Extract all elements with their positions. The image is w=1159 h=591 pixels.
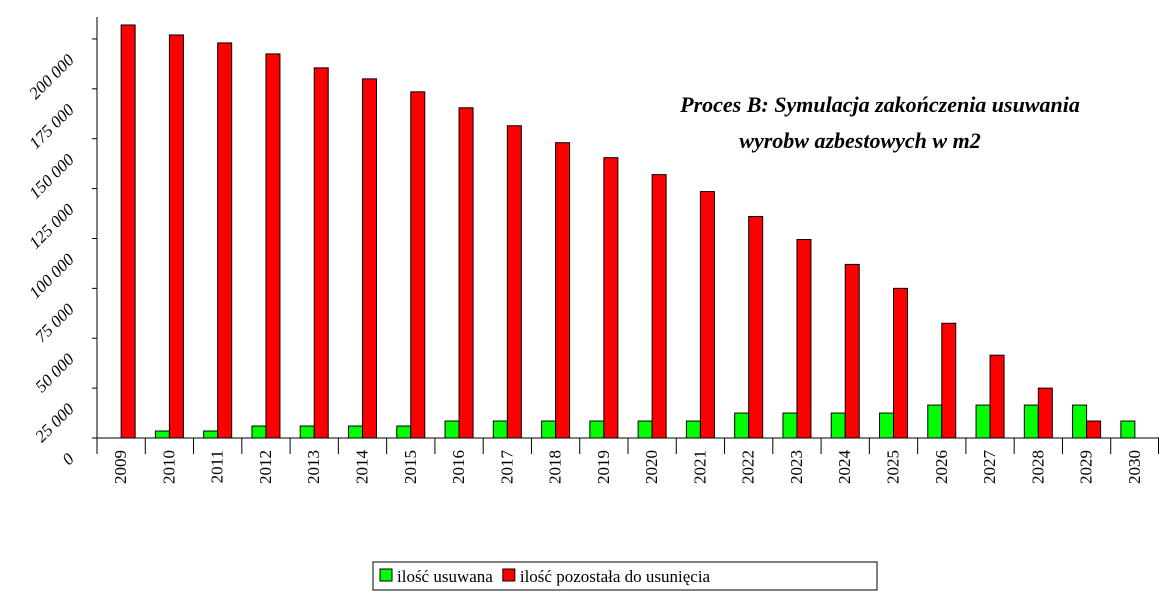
bar bbox=[265, 53, 281, 439]
x-tick-label: 2023 bbox=[787, 450, 806, 484]
bar bbox=[410, 91, 426, 439]
bar bbox=[1086, 420, 1102, 439]
bar bbox=[1037, 387, 1053, 439]
y-tick-label: 25 000 bbox=[31, 399, 78, 446]
x-tick-label: 2013 bbox=[304, 450, 323, 484]
bar bbox=[796, 238, 812, 439]
annotation: wyrobw azbestowych w m2 bbox=[739, 128, 980, 153]
bar bbox=[168, 34, 184, 439]
y-tick-label: 0 bbox=[58, 449, 78, 469]
x-tick-label: 2026 bbox=[932, 450, 951, 484]
x-tick-label: 2017 bbox=[497, 450, 516, 485]
x-tick-label: 2019 bbox=[594, 450, 613, 484]
legend bbox=[372, 561, 878, 591]
x-tick-label: 2009 bbox=[111, 450, 130, 484]
bar bbox=[782, 412, 798, 439]
bar bbox=[541, 420, 557, 439]
x-tick-label: 2012 bbox=[256, 450, 275, 484]
x-tick-label: 2011 bbox=[208, 450, 227, 483]
y-tick-label: 150 000 bbox=[25, 150, 78, 203]
y-tick-label: 50 000 bbox=[31, 349, 78, 396]
bar bbox=[651, 174, 667, 439]
bar bbox=[893, 287, 908, 439]
x-tick-label: 2010 bbox=[159, 450, 178, 484]
bar bbox=[396, 425, 412, 439]
y-tick-label: 200 000 bbox=[25, 50, 78, 103]
bar bbox=[217, 42, 233, 439]
bar bbox=[492, 420, 508, 439]
legend-swatch bbox=[379, 568, 393, 582]
x-tick-label: 2025 bbox=[884, 450, 903, 484]
x-tick-label: 2014 bbox=[353, 450, 372, 485]
x-tick-label: 2027 bbox=[980, 449, 999, 484]
bar bbox=[1120, 420, 1136, 439]
x-tick-label: 2018 bbox=[546, 450, 565, 484]
y-tick-label: 125 000 bbox=[25, 200, 78, 253]
x-tick-label: 2028 bbox=[1028, 450, 1047, 484]
x-tick-label: 2029 bbox=[1077, 450, 1096, 484]
bar bbox=[348, 425, 363, 439]
y-tick-label: 75 000 bbox=[31, 299, 78, 346]
bar bbox=[251, 425, 267, 439]
x-tick-label: 2030 bbox=[1125, 450, 1144, 484]
legend-label: ilość usuwana bbox=[397, 567, 493, 586]
bar bbox=[844, 263, 860, 439]
bar bbox=[555, 142, 571, 439]
bar bbox=[734, 412, 750, 439]
bar bbox=[941, 322, 957, 439]
bar bbox=[685, 420, 701, 439]
x-tick-label: 2021 bbox=[690, 450, 709, 484]
legend-label: ilość pozostała do usunięcia bbox=[520, 567, 711, 586]
bar bbox=[927, 404, 943, 439]
bar bbox=[362, 78, 377, 439]
bar bbox=[975, 404, 991, 439]
bar bbox=[203, 430, 219, 439]
bar bbox=[989, 354, 1005, 439]
bar bbox=[748, 216, 764, 439]
x-tick-label: 2016 bbox=[449, 450, 468, 484]
bar bbox=[699, 191, 715, 439]
x-tick-label: 2022 bbox=[739, 450, 758, 484]
bar bbox=[830, 412, 846, 439]
x-tick-label: 2015 bbox=[401, 450, 420, 484]
bar bbox=[506, 125, 522, 439]
annotation: Proces B: Symulacja zakończenia usuwania bbox=[679, 92, 1080, 117]
bar bbox=[299, 425, 315, 439]
bar bbox=[313, 67, 329, 439]
x-tick-label: 2020 bbox=[642, 450, 661, 484]
bar bbox=[444, 420, 460, 439]
bar bbox=[120, 24, 136, 439]
bar bbox=[603, 157, 619, 439]
bar bbox=[589, 420, 605, 439]
bar bbox=[458, 107, 474, 439]
legend-swatch bbox=[502, 568, 516, 582]
x-tick-label: 2024 bbox=[835, 450, 854, 485]
bar bbox=[1072, 404, 1088, 439]
y-tick-label: 100 000 bbox=[25, 250, 78, 303]
bar bbox=[637, 420, 653, 439]
bar bbox=[154, 430, 170, 439]
bar bbox=[1023, 404, 1039, 439]
y-tick-label: 175 000 bbox=[25, 100, 78, 153]
bar bbox=[879, 412, 894, 439]
